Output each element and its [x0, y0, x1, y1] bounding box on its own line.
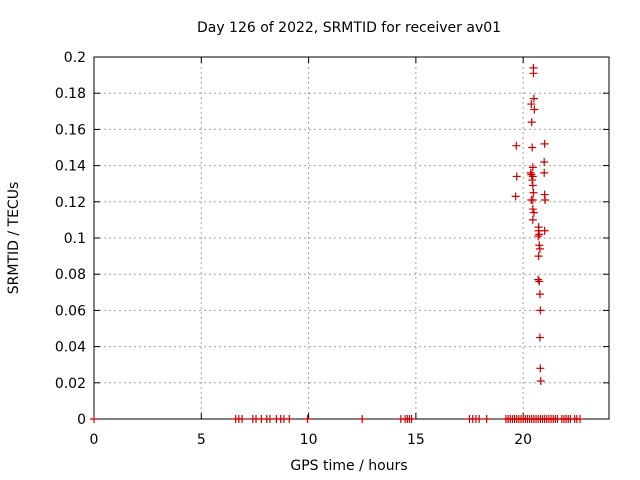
data-point	[540, 226, 549, 235]
data-point	[285, 415, 294, 423]
data-point	[482, 415, 491, 423]
data-point	[529, 69, 538, 78]
y-tick-label: 0	[77, 412, 86, 428]
data-point	[512, 141, 521, 150]
data-point	[526, 168, 535, 177]
grid-layer	[94, 57, 609, 419]
x-tick-label: 10	[300, 432, 318, 448]
data-point	[528, 215, 537, 224]
data-point	[534, 252, 543, 261]
x-tick-label: 0	[90, 432, 99, 448]
data-point	[529, 188, 538, 197]
data-point	[535, 333, 544, 342]
data-point	[528, 176, 537, 185]
y-tick-label: 0.02	[55, 376, 86, 392]
data-point	[527, 100, 536, 109]
data-point	[530, 105, 539, 114]
data-point	[512, 172, 521, 181]
data-point	[358, 415, 367, 423]
data-point	[303, 415, 312, 423]
data-point	[535, 290, 544, 299]
tick-layer: 0 0.02 0.04 0.06 0.08 0.1 0.12 0.14 0.16 0.18 0.2 0…	[55, 50, 609, 448]
y-tick-label: 0.14	[55, 159, 86, 175]
data-point	[407, 415, 416, 423]
data-point	[528, 181, 537, 190]
data-point	[536, 306, 545, 315]
data-point	[529, 208, 538, 217]
y-tick-label: 0.04	[55, 340, 86, 356]
x-axis-label: GPS time / hours	[290, 458, 407, 474]
data-point	[535, 230, 544, 239]
x-tick-label: 20	[514, 432, 532, 448]
x-tick-label: 15	[407, 432, 425, 448]
x-tick-label: 5	[197, 432, 206, 448]
data-point	[528, 195, 537, 204]
chart-title: Day 126 of 2022, SRMTID for receiver av0…	[197, 20, 501, 36]
y-tick-label: 0.12	[55, 195, 86, 211]
y-tick-label: 0.1	[64, 231, 86, 247]
data-point	[529, 94, 538, 103]
data-point	[238, 415, 247, 423]
data-point	[528, 143, 537, 152]
data-point	[528, 172, 537, 181]
data-point	[534, 275, 543, 284]
y-tick-label: 0.08	[55, 267, 86, 283]
data-point	[475, 415, 484, 423]
y-axis-label: SRMTID / TECUs	[6, 182, 22, 295]
data-point	[534, 232, 543, 241]
data-point	[536, 376, 545, 385]
data-point	[536, 364, 545, 373]
data-point	[535, 277, 544, 286]
plot-frame	[93, 56, 610, 420]
y-tick-label: 0.16	[55, 122, 86, 138]
data-point	[535, 241, 544, 250]
data-point	[535, 244, 544, 253]
data-point	[528, 205, 537, 214]
data-point	[528, 163, 537, 172]
data-point	[541, 195, 550, 204]
data-points	[90, 63, 585, 423]
data-point	[527, 170, 536, 179]
data-point	[540, 168, 549, 177]
y-tick-label: 0.18	[55, 86, 86, 102]
y-tick-label: 0.06	[55, 303, 86, 319]
data-point	[511, 192, 520, 201]
data-point	[576, 415, 585, 423]
data-point	[540, 139, 549, 148]
data-point	[540, 157, 549, 166]
y-tick-label: 0.2	[64, 50, 86, 66]
data-point	[527, 118, 536, 127]
data-point	[90, 415, 98, 423]
